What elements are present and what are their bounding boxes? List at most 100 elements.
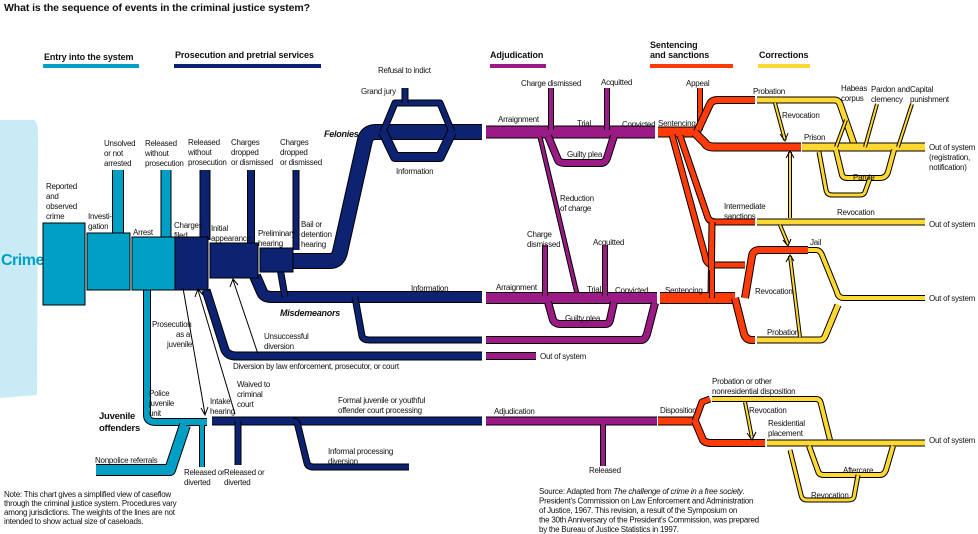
block-arrest <box>131 236 176 291</box>
flow-habeas <box>835 119 847 148</box>
label-pardon: Pardon and clemency <box>871 85 910 104</box>
label-acquitted-f: Acquitted <box>601 78 632 87</box>
label-residential: Residential placement <box>768 419 805 438</box>
flow-blocks <box>42 222 294 306</box>
flow-jail-y <box>808 248 925 300</box>
label-revocation-1: Revocation <box>782 111 820 120</box>
label-habeas: Habeas corpus <box>841 84 867 103</box>
note: Note: This chart gives a simplified view… <box>4 490 177 526</box>
label-parole: Parole <box>853 173 875 182</box>
label-appeal: Appeal <box>686 79 710 88</box>
label-prosecution-juvenile: Prosecution as a juvenile <box>152 320 193 349</box>
label-refusal: Refusal to indict <box>378 66 432 75</box>
flow-jail-y-outline <box>808 247 925 301</box>
label-released-2: Released without prosecution <box>187 138 227 167</box>
label-guilty-plea-f: Guilty plea <box>567 150 603 159</box>
block-preliminary-hearing <box>259 247 294 273</box>
flow-aftercare-revocation <box>788 449 860 502</box>
label-unsolved: Unsolved or not arrested <box>104 139 135 168</box>
block-initial-appearance <box>209 242 259 279</box>
arrow-prosecution-juvenile <box>182 287 209 417</box>
label-grand-jury: Grand jury <box>361 87 396 96</box>
label-intermediate: Intermediate sanctions <box>724 202 766 221</box>
flow-guilty-plea-f <box>545 134 617 166</box>
label-informal: Informal processing diversion <box>328 447 393 466</box>
stage-entry-bar <box>43 64 139 68</box>
flow-residential-o <box>692 419 765 446</box>
label-guilty-plea-m: Guilty plea <box>565 314 601 323</box>
label-sentencing-m: Sentencing <box>665 286 703 295</box>
label-released-1: Released without prosecution <box>144 139 184 168</box>
flow-capital <box>897 103 913 148</box>
label-revocation-j: Revocation <box>749 406 787 415</box>
flow-probation-f <box>694 97 755 134</box>
label-charge-dismissed-m: Charge dismissed <box>527 230 560 249</box>
label-out-prison: Out of system (registration, notification) <box>929 143 976 172</box>
label-aftercare: Aftercare <box>843 466 874 475</box>
block-charges-filed <box>174 236 209 291</box>
arrowhead-icon <box>779 132 789 143</box>
flow-misd-lower <box>352 296 482 343</box>
flow-pardon <box>864 103 878 148</box>
label-adjudication-j: Adjudication <box>494 407 535 416</box>
flow-jail-o <box>742 247 808 299</box>
label-arrest: Arrest <box>133 228 154 237</box>
label-released-j: Released <box>589 466 621 475</box>
label-charges-filed: Charges filed <box>174 221 203 240</box>
label-charges-dropped-2: Charges dropped or dismissed <box>280 138 322 167</box>
flow-probation-y <box>757 97 858 148</box>
stage-prosecution-bar <box>174 64 321 68</box>
label-intake: Intake hearing <box>210 397 235 416</box>
label-disposition: Disposition <box>660 406 696 415</box>
arrow-unsuccessful-diversion <box>229 278 259 355</box>
label-trial-f: Trial <box>577 119 591 128</box>
flow-aftercare <box>807 445 895 477</box>
label-revocation-parole: Revocation <box>837 208 875 217</box>
label-juvenile-offenders: Juvenile offenders <box>99 411 140 434</box>
label-released-diverted-2: Released or diverted <box>224 468 265 487</box>
label-arraignment-f: Arraignment <box>498 115 540 124</box>
arrowhead-icon <box>746 431 757 441</box>
label-information-f: Information <box>396 167 433 176</box>
label-charges-dropped-1: Charges dropped or dismissed <box>231 138 273 167</box>
label-information-m: Information <box>411 284 448 293</box>
arrowhead-icon <box>785 254 795 263</box>
label-revocation-after: Revocation <box>811 491 849 500</box>
stage-prosecution: Prosecution and pretrial services <box>175 50 314 60</box>
flow-probation-m-y <box>757 304 841 343</box>
block-investigation <box>86 232 131 291</box>
label-trial-m: Trial <box>587 285 601 294</box>
label-jail: Jail <box>810 238 821 247</box>
label-released-diverted-1: Released or diverted <box>184 468 225 487</box>
label-capital: Capital punishment <box>910 85 950 104</box>
label-reduction: Reduction of charge <box>560 194 594 213</box>
label-unsuccessful-diversion: Unsuccessful diversion <box>264 332 309 351</box>
flow-police-juvenile <box>144 290 207 425</box>
stage-corrections-bar <box>758 64 810 68</box>
flow-intermediate-o <box>677 135 755 225</box>
label-preliminary-hearing: Preliminary hearing <box>258 229 296 248</box>
label-probation-m: Probation <box>767 328 799 337</box>
stage-sanctions: and sanctions <box>650 50 709 60</box>
label-arraignment-m: Arraignment <box>496 283 538 292</box>
label-initial-appearance: Initial appearance <box>211 224 252 243</box>
flow-parole <box>834 149 896 180</box>
label-police-juvenile: Police juvenile unit <box>148 389 175 418</box>
label-investigation: Investi-gation <box>88 212 112 231</box>
flow-guilty-plea-m <box>545 301 617 327</box>
label-out-intermediate: Out of system <box>929 220 976 229</box>
arrow-revocation-jail <box>789 255 801 338</box>
label-out-j: Out of system <box>929 436 976 445</box>
crime-label: Crime <box>1 252 44 269</box>
stage-adjudication: Adjudication <box>490 50 543 60</box>
label-bail: Bail or detention hearing <box>301 220 332 249</box>
label-reported: Reported and observed crime <box>46 182 77 221</box>
arrow-waived <box>194 288 236 415</box>
label-acquitted-m: Acquitted <box>593 238 624 247</box>
flow-grand-jury <box>380 100 455 133</box>
flow-prison-o <box>692 130 801 151</box>
arrow-revocation-probation <box>774 102 786 141</box>
label-nonpolice: Nonpolice referrals <box>95 456 158 465</box>
stage-sentencing: Sentencing <box>650 40 698 50</box>
